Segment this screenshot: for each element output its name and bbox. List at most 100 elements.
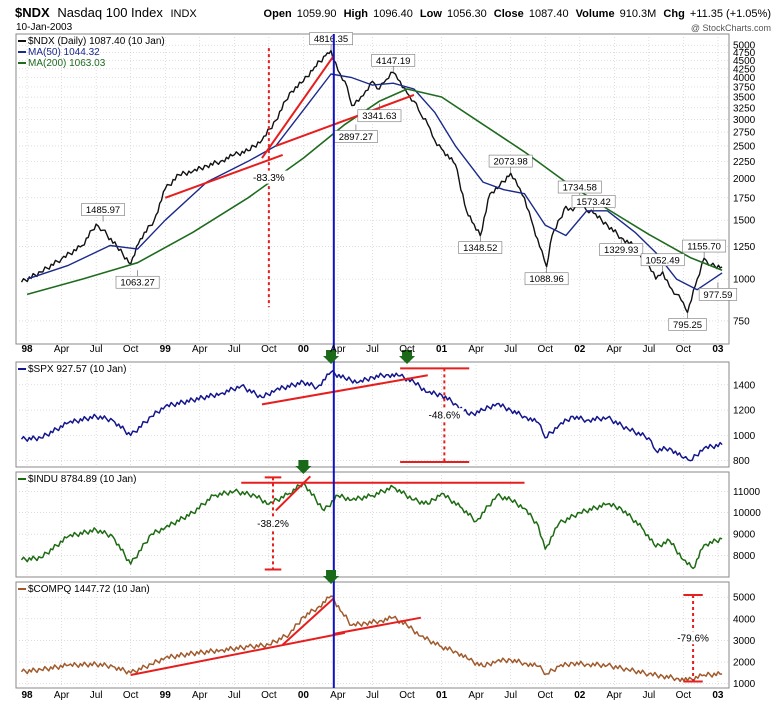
x-tick-label: 02	[574, 690, 586, 701]
x-tick-label: 99	[160, 690, 172, 701]
price-label: 1063.27	[120, 278, 154, 289]
price-label: 1573.42	[576, 197, 610, 208]
price-label: 4816.35	[314, 34, 348, 45]
y-tick-label: 2500	[733, 141, 756, 152]
down-arrow-marker	[323, 570, 340, 584]
price-label-box	[557, 180, 602, 194]
spx-price-line	[20, 369, 723, 462]
x-tick-label-upper: Apr	[468, 344, 484, 355]
y-tick-label: 5000	[733, 593, 756, 604]
x-tick-label-upper: Jul	[504, 344, 517, 355]
chart-panels: 7501000125015001750200022502500275030003…	[15, 32, 761, 701]
y-tick-label: 3000	[733, 636, 756, 647]
x-tick-label: Jul	[366, 690, 379, 701]
price-label: 795.25	[673, 320, 702, 331]
x-tick-label: 98	[21, 690, 33, 701]
close-label: Close	[494, 8, 524, 20]
y-tick-label: 10000	[733, 508, 761, 519]
x-tick-label: Jul	[228, 690, 241, 701]
x-tick-label-upper: Jul	[90, 344, 103, 355]
price-label: 1348.52	[463, 243, 497, 254]
high-label: High	[344, 8, 369, 20]
y-tick-label: 3000	[733, 115, 756, 126]
percent-label-bg	[253, 516, 293, 530]
y-tick-label: 3750	[733, 83, 756, 94]
price-label: 1088.96	[529, 274, 563, 285]
percent-label: -79.6%	[677, 634, 709, 645]
y-tick-label: 1750	[733, 193, 756, 204]
x-tick-label: Oct	[537, 690, 553, 701]
ndx-panel: 7501000125015001750200022502500275030003…	[15, 32, 756, 345]
chg-value: +11.35 (+1.05%)	[690, 8, 771, 20]
price-label-box	[309, 32, 353, 45]
low-value: 1056.30	[447, 8, 487, 20]
x-tick-label-upper: Oct	[123, 344, 139, 355]
y-tick-label: 800	[733, 456, 750, 467]
y-tick-label: 4500	[733, 56, 756, 67]
percent-label: -48.6%	[429, 411, 461, 422]
price-label: 3341.63	[362, 111, 396, 122]
chg-label: Chg	[663, 8, 684, 20]
price-label-box	[81, 203, 125, 216]
legend-entry: $SPX 927.57 (10 Jan)	[28, 364, 126, 375]
ndx-price-line	[20, 49, 723, 314]
x-tick-label: Jul	[642, 690, 655, 701]
volume-value: 910.3M	[620, 8, 657, 20]
trendline	[261, 374, 428, 406]
y-tick-label: 750	[733, 316, 750, 327]
price-label-box	[488, 154, 533, 168]
compq-price-line	[20, 595, 723, 683]
price-label-box	[698, 288, 738, 301]
trendline	[130, 631, 346, 677]
legend-entry: $INDU 8784.89 (10 Jan)	[28, 474, 136, 485]
percent-label-bg	[673, 631, 713, 645]
x-tick-label-upper: Jul	[642, 344, 655, 355]
ma50-line	[26, 73, 723, 291]
x-tick-label-upper: Jul	[366, 344, 379, 355]
trendline	[164, 153, 284, 199]
trendline	[275, 475, 312, 512]
price-label-box	[357, 109, 402, 123]
y-tick-label: 4250	[733, 64, 756, 75]
x-tick-label-upper: 98	[21, 344, 33, 355]
x-tick-label-upper: 03	[712, 344, 724, 355]
price-label: 1155.70	[687, 242, 721, 253]
y-tick-label: 1000	[733, 275, 756, 286]
y-tick-label: 2250	[733, 157, 756, 168]
trendline	[282, 597, 335, 646]
trendline	[261, 55, 335, 159]
header-title: $NDX Nasdaq 100 Index INDX	[15, 5, 197, 20]
x-tick-label-upper: Oct	[537, 344, 553, 355]
price-label: 1734.58	[563, 183, 597, 194]
x-tick-label: Apr	[607, 690, 623, 701]
compq-panel: 1000 2000 3000 4000 5000 -79.6% $COMPQ 1447.72…	[15, 581, 756, 690]
y-tick-label: 9000	[733, 530, 756, 541]
x-tick-label: Apr	[192, 690, 208, 701]
header-symbol: $NDX	[15, 5, 50, 20]
x-tick-label-upper: 99	[160, 344, 172, 355]
x-tick-label-upper: Apr	[54, 344, 70, 355]
x-tick-label: 03	[712, 690, 724, 701]
percent-label-bg	[424, 408, 464, 422]
price-label: 4147.19	[376, 56, 410, 67]
open-label: Open	[264, 8, 292, 20]
high-value: 1096.40	[373, 8, 413, 20]
y-tick-label: 2000	[733, 174, 756, 185]
down-arrow-marker	[399, 350, 416, 364]
x-tick-label-upper: 00	[298, 344, 310, 355]
x-tick-label-upper: Jul	[228, 344, 241, 355]
x-tick-label-upper: Oct	[676, 344, 692, 355]
legend-entry: MA(50) 1044.32	[28, 47, 100, 58]
y-tick-label: 5000	[733, 41, 756, 52]
down-arrow-marker	[295, 460, 312, 474]
y-tick-label: 3500	[733, 93, 756, 104]
x-tick-label: Jul	[504, 690, 517, 701]
x-tick-label: Apr	[468, 690, 484, 701]
x-tick-label-upper: Oct	[399, 344, 415, 355]
x-tick-label: 00	[298, 690, 310, 701]
watermark: @ StockCharts.com	[691, 23, 771, 33]
y-tick-label: 8000	[733, 551, 756, 562]
indu-price-line	[20, 481, 723, 570]
percent-label-bg	[249, 170, 289, 184]
y-tick-label: 3250	[733, 103, 756, 114]
